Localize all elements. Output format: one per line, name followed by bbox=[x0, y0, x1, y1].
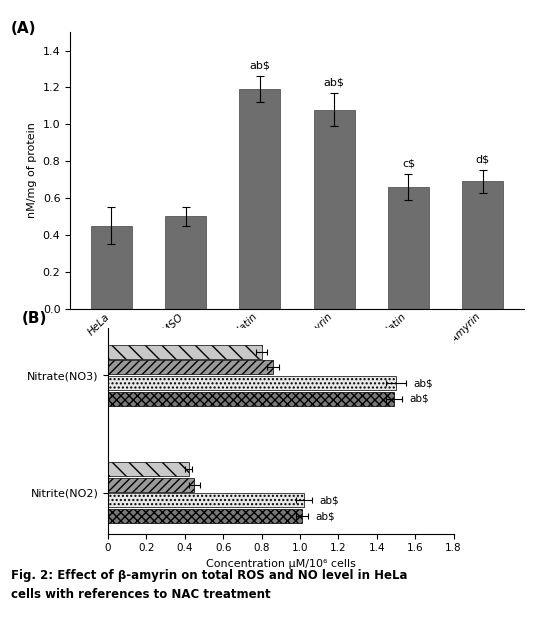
Y-axis label: nM/mg of protein: nM/mg of protein bbox=[27, 122, 37, 219]
Bar bbox=[108, 376, 396, 390]
Text: c$: c$ bbox=[402, 159, 415, 168]
Text: ab$: ab$ bbox=[409, 394, 429, 404]
Text: ab$: ab$ bbox=[319, 495, 339, 505]
Text: cells with references to NAC treatment: cells with references to NAC treatment bbox=[11, 588, 271, 601]
Bar bbox=[108, 345, 261, 359]
Bar bbox=[91, 226, 132, 309]
Text: (B): (B) bbox=[22, 311, 47, 327]
Bar bbox=[108, 392, 394, 406]
Text: ab$: ab$ bbox=[249, 61, 271, 71]
Text: ab$: ab$ bbox=[413, 378, 433, 388]
Bar bbox=[239, 89, 280, 309]
Bar bbox=[108, 360, 273, 374]
Text: (A): (A) bbox=[11, 21, 37, 36]
Text: Fig. 2: Effect of β-amyrin on total ROS and NO level in HeLa: Fig. 2: Effect of β-amyrin on total ROS … bbox=[11, 569, 407, 582]
Bar bbox=[388, 187, 429, 309]
X-axis label: Concentration μM/10⁶ cells: Concentration μM/10⁶ cells bbox=[206, 559, 356, 569]
Text: d$: d$ bbox=[476, 155, 490, 165]
Bar bbox=[108, 478, 194, 492]
Text: ab$: ab$ bbox=[323, 77, 345, 87]
Text: ab$: ab$ bbox=[315, 511, 335, 521]
Bar bbox=[314, 109, 355, 309]
Bar bbox=[108, 509, 302, 523]
Bar bbox=[462, 181, 503, 309]
Bar bbox=[108, 462, 188, 476]
Bar bbox=[108, 493, 304, 507]
Bar bbox=[165, 217, 206, 309]
